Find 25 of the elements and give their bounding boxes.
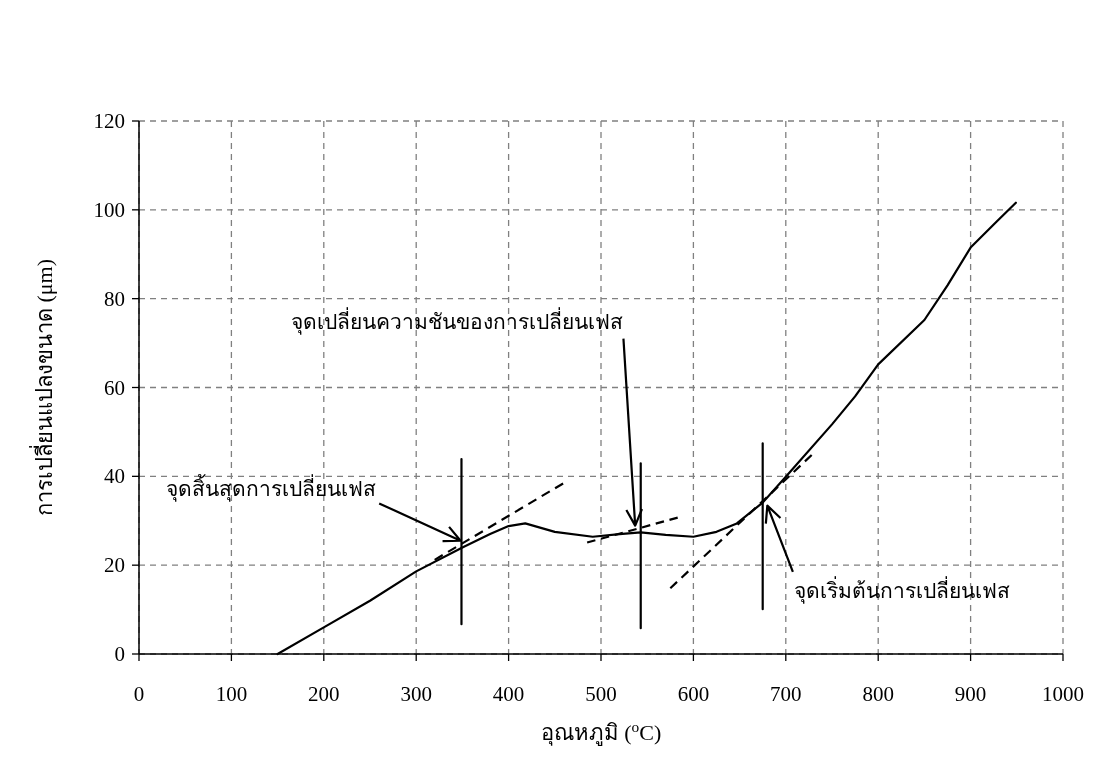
- x-tick-label: 300: [400, 682, 432, 706]
- y-tick-label: 100: [93, 197, 125, 222]
- x-tick-label: 1000: [1042, 682, 1084, 706]
- y-tick-label: 120: [93, 109, 125, 133]
- x-tick-label: 0: [133, 682, 145, 706]
- x-tick-label: 200: [308, 682, 340, 706]
- annotation: จุดสิ้นสุดการเปลี่ยนเฟส: [165, 476, 462, 543]
- x-axis-title: อุณหภูมิ ($^{o}$C): [540, 717, 662, 746]
- annotation: จุดสิ้นสุดการเปลี่ยนเฟส: [165, 473, 376, 502]
- y-axis-title: การเปลี่ยนแปลงขนาด (μm): [29, 258, 57, 517]
- x-tick-label: 900: [954, 682, 987, 706]
- annotation: จุดเริ่มต้นการเปลี่ยนเฟส: [794, 575, 1011, 604]
- y-tick-label: 40: [104, 464, 125, 489]
- x-tick-label: 800: [862, 682, 894, 706]
- annotation: จุดเริ่มต้นการเปลี่ยนเฟส: [764, 504, 1011, 603]
- x-tick-label: 400: [492, 682, 525, 706]
- y-tick-label: 60: [104, 375, 125, 400]
- y-tick-label: 20: [104, 553, 125, 578]
- x-tick-label: 100: [215, 682, 248, 706]
- x-tick-label: 700: [770, 682, 802, 706]
- annotation: จุดเปลี่ยนความชันของการเปลี่ยนเฟส: [291, 306, 624, 335]
- x-tick-label: 600: [677, 682, 710, 706]
- x-tick-label: 500: [585, 682, 617, 706]
- y-tick-label: 0: [114, 642, 125, 666]
- y-tick-label: 80: [104, 286, 125, 311]
